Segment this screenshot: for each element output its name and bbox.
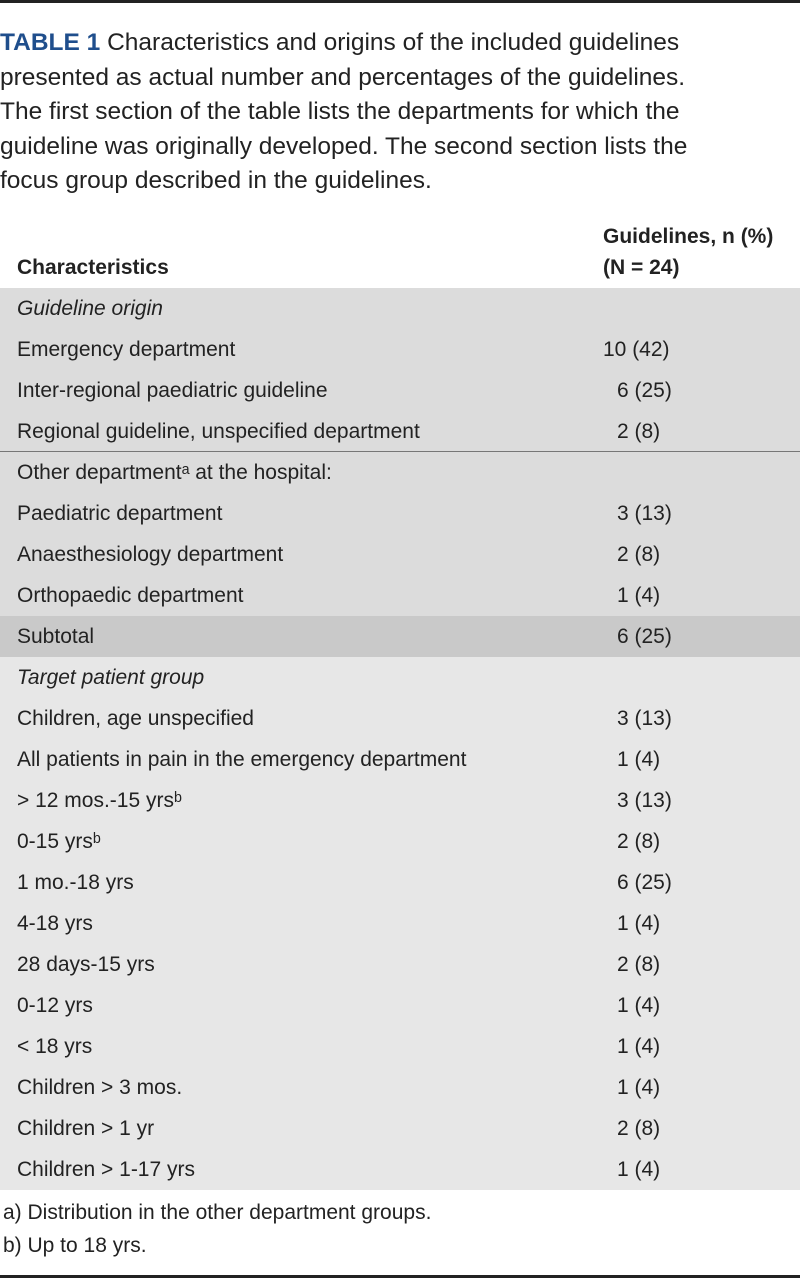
row-background	[0, 575, 800, 616]
row-value: 2 (8)	[617, 953, 661, 976]
row-value: 1 (4)	[617, 1035, 661, 1058]
row-value: 3 (13)	[617, 502, 672, 525]
row-background	[0, 780, 800, 821]
row-label: 1 mo.-18 yrs	[17, 871, 134, 894]
row-background	[0, 534, 800, 575]
caption-line: presented as actual number and percentag…	[0, 61, 685, 95]
row-label: Children > 1 yr	[17, 1117, 155, 1140]
header-characteristics: Characteristics	[17, 256, 169, 279]
row-background	[0, 1149, 800, 1190]
row-background	[0, 411, 800, 452]
row-value: 6 (25)	[617, 871, 672, 894]
row-background	[0, 739, 800, 780]
row-background	[0, 1108, 800, 1149]
footnote: a) Distribution in the other department …	[3, 1201, 432, 1224]
caption-line: guideline was originally developed. The …	[0, 130, 687, 164]
section-rule	[0, 451, 800, 452]
row-label: 4-18 yrs	[17, 912, 93, 935]
row-label: All patients in pain in the emergency de…	[17, 748, 467, 771]
row-label: Guideline origin	[17, 297, 163, 320]
row-background	[0, 985, 800, 1026]
row-background	[0, 616, 800, 657]
row-label: Orthopaedic department	[17, 584, 244, 607]
row-label: Target patient group	[17, 666, 205, 689]
row-background	[0, 1026, 800, 1067]
row-background	[0, 452, 800, 493]
row-value: 10 (42)	[603, 338, 670, 361]
row-label: < 18 yrs	[17, 1035, 93, 1058]
caption-line: focus group described in the guidelines.	[0, 164, 432, 198]
row-label: Paediatric department	[17, 502, 223, 525]
row-value: 1 (4)	[617, 748, 661, 771]
row-background	[0, 698, 800, 739]
row-value: 1 (4)	[617, 1076, 661, 1099]
row-label: Anaesthesiology department	[17, 543, 284, 566]
row-label: Children > 3 mos.	[17, 1076, 183, 1099]
row-label: Emergency department	[17, 338, 236, 361]
row-background	[0, 657, 800, 698]
row-value: 2 (8)	[617, 543, 661, 566]
row-value: 6 (25)	[617, 625, 672, 648]
caption-text: guideline was originally developed. The …	[0, 132, 688, 160]
row-value: 2 (8)	[617, 830, 661, 853]
caption-text: The first section of the table lists the…	[0, 98, 680, 125]
row-background	[0, 329, 800, 370]
caption-text: focus group described in the guidelines.	[0, 167, 432, 194]
row-value: 1 (4)	[617, 912, 661, 935]
row-value: 1 (4)	[617, 1158, 661, 1181]
row-value: 6 (25)	[617, 379, 672, 402]
row-label: Children, age unspecified	[17, 707, 254, 730]
row-background	[0, 944, 800, 985]
row-label: Children > 1-17 yrs	[17, 1158, 195, 1181]
caption-label: TABLE 1	[0, 29, 101, 56]
row-label: Other departmentᵃ at the hospital:	[17, 461, 332, 484]
caption-text: Characteristics and origins of the inclu…	[107, 29, 680, 56]
row-background	[0, 1067, 800, 1108]
row-label: 0-12 yrs	[17, 994, 93, 1017]
row-label: 28 days-15 yrs	[17, 953, 155, 976]
row-value: 3 (13)	[617, 789, 672, 812]
row-background	[0, 903, 800, 944]
row-background	[0, 821, 800, 862]
row-value: 2 (8)	[617, 420, 661, 443]
footnote: b) Up to 18 yrs.	[3, 1234, 147, 1257]
caption-line: The first section of the table lists the…	[0, 95, 680, 129]
row-value: 1 (4)	[617, 584, 661, 607]
row-value: 3 (13)	[617, 707, 672, 730]
row-background	[0, 862, 800, 903]
row-value: 1 (4)	[617, 994, 661, 1017]
header-n: (N = 24)	[603, 256, 680, 279]
header-guidelines: Guidelines, n (%)	[603, 225, 774, 248]
row-label: Subtotal	[17, 625, 95, 648]
row-label: Inter-regional paediatric guideline	[17, 379, 328, 402]
row-background	[0, 370, 800, 411]
top-rule	[0, 0, 800, 3]
bottom-rule	[0, 1275, 800, 1278]
row-value: 2 (8)	[617, 1117, 661, 1140]
row-background	[0, 288, 800, 329]
caption-text: presented as actual number and percentag…	[0, 63, 686, 91]
row-label: 0-15 yrsᵇ	[17, 830, 101, 853]
row-label: > 12 mos.-15 yrsᵇ	[17, 789, 182, 812]
caption-line: TABLE 1 Characteristics and origins of t…	[0, 26, 679, 60]
row-label: Regional guideline, unspecified departme…	[17, 420, 420, 443]
row-background	[0, 493, 800, 534]
